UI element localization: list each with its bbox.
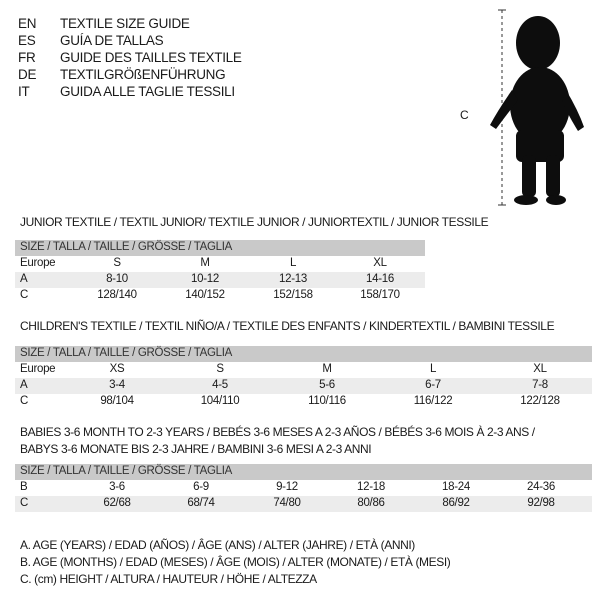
child-silhouette-icon <box>490 9 584 206</box>
lang-code: DE <box>18 67 37 82</box>
cell: XL <box>533 363 547 375</box>
junior-size-table: SIZE / TALLA / TAILLE / GRÖSSE / TAGLIA … <box>15 240 425 304</box>
cell: 9-12 <box>276 481 298 493</box>
babies-section-title: BABIES 3-6 MONTH TO 2-3 YEARS / BEBÉS 3-… <box>20 425 535 439</box>
row-label: C <box>20 497 29 509</box>
cell: 140/152 <box>185 289 225 301</box>
cell: XS <box>109 363 125 375</box>
cell: 12-13 <box>279 273 307 285</box>
cell: 6-7 <box>425 379 441 391</box>
lang-code: IT <box>18 84 30 99</box>
cell: M <box>322 363 332 375</box>
lang-title: TEXTILE SIZE GUIDE <box>60 16 190 31</box>
cell: 122/128 <box>520 395 560 407</box>
cell: 86/92 <box>442 497 470 509</box>
table-header: SIZE / TALLA / TAILLE / GRÖSSE / TAGLIA <box>15 240 425 256</box>
row-label: Europe <box>20 363 56 375</box>
cell: 10-12 <box>191 273 219 285</box>
table-header: SIZE / TALLA / TAILLE / GRÖSSE / TAGLIA <box>15 464 592 480</box>
lang-code: FR <box>18 50 36 65</box>
cell: 12-18 <box>357 481 385 493</box>
table-header: SIZE / TALLA / TAILLE / GRÖSSE / TAGLIA <box>15 346 592 362</box>
header-label: SIZE / TALLA / TAILLE / GRÖSSE / TAGLIA <box>20 347 233 359</box>
header-label: SIZE / TALLA / TAILLE / GRÖSSE / TAGLIA <box>20 465 233 477</box>
cell: L <box>289 257 297 269</box>
height-label: C <box>460 108 469 122</box>
row-label: C <box>20 289 29 301</box>
cell: 104/110 <box>200 395 240 407</box>
table-row: C 128/140 140/152 152/158 158/170 <box>15 288 425 304</box>
legend-b: B. AGE (MONTHS) / EDAD (MESES) / ÂGE (MO… <box>20 555 451 569</box>
table-row: A 8-10 10-12 12-13 14-16 <box>15 272 425 288</box>
cell: 24-36 <box>527 481 555 493</box>
row-label: Europe <box>20 257 56 269</box>
row-label: B <box>20 481 28 493</box>
babies-section-title-2: BABYS 3-6 MONATE BIS 2-3 JAHRE / BAMBINI… <box>20 442 372 456</box>
cell: S <box>216 363 224 375</box>
lang-title: TEXTILGRÖßENFÜHRUNG <box>60 67 226 82</box>
cell: 8-10 <box>106 273 128 285</box>
cell: 4-5 <box>212 379 228 391</box>
table-row: Europe XS S M L XL <box>15 362 592 378</box>
table-row: C 62/68 68/74 74/80 80/86 86/92 92/98 <box>15 496 592 512</box>
junior-section-title: JUNIOR TEXTILE / TEXTIL JUNIOR/ TEXTILE … <box>20 215 489 229</box>
cell: XL <box>373 257 387 269</box>
cell: 18-24 <box>442 481 470 493</box>
cell: 80/86 <box>357 497 385 509</box>
table-row: B 3-6 6-9 9-12 12-18 18-24 24-36 <box>15 480 592 496</box>
lang-code: EN <box>18 16 37 31</box>
lang-title: GUÍA DE TALLAS <box>60 33 164 48</box>
cell: 3-6 <box>109 481 125 493</box>
cell: 128/140 <box>97 289 137 301</box>
cell: S <box>113 257 121 269</box>
cell: M <box>200 257 210 269</box>
cell: 98/104 <box>100 395 134 407</box>
cell: 110/116 <box>308 395 346 407</box>
babies-size-table: SIZE / TALLA / TAILLE / GRÖSSE / TAGLIA … <box>15 464 592 512</box>
cell: 3-4 <box>109 379 125 391</box>
legend-a: A. AGE (YEARS) / EDAD (AÑOS) / ÂGE (ANS)… <box>20 538 415 552</box>
table-row: C 98/104 104/110 110/116 116/122 122/128 <box>15 394 592 410</box>
cell: 74/80 <box>273 497 301 509</box>
cell: 68/74 <box>187 497 215 509</box>
header-label: SIZE / TALLA / TAILLE / GRÖSSE / TAGLIA <box>20 241 233 253</box>
cell: 7-8 <box>532 379 548 391</box>
table-row: Europe S M L XL <box>15 256 425 272</box>
cell: 92/98 <box>527 497 555 509</box>
legend-c: C. (cm) HEIGHT / ALTURA / HAUTEUR / HÖHE… <box>20 572 317 586</box>
cell: 6-9 <box>193 481 209 493</box>
lang-title: GUIDA ALLE TAGLIE TESSILI <box>60 84 235 99</box>
cell: 14-16 <box>366 273 394 285</box>
row-label: A <box>20 379 28 391</box>
row-label: C <box>20 395 29 407</box>
cell: 116/122 <box>413 395 453 407</box>
children-section-title: CHILDREN'S TEXTILE / TEXTIL NIÑO/A / TEX… <box>20 319 555 333</box>
cell: L <box>429 363 437 375</box>
table-row: A 3-4 4-5 5-6 6-7 7-8 <box>15 378 592 394</box>
cell: 158/170 <box>360 289 400 301</box>
cell: 62/68 <box>103 497 131 509</box>
lang-code: ES <box>18 33 36 48</box>
cell: 5-6 <box>319 379 335 391</box>
children-size-table: SIZE / TALLA / TAILLE / GRÖSSE / TAGLIA … <box>15 346 592 410</box>
lang-title: GUIDE DES TAILLES TEXTILE <box>60 50 242 65</box>
row-label: A <box>20 273 28 285</box>
cell: 152/158 <box>273 289 313 301</box>
